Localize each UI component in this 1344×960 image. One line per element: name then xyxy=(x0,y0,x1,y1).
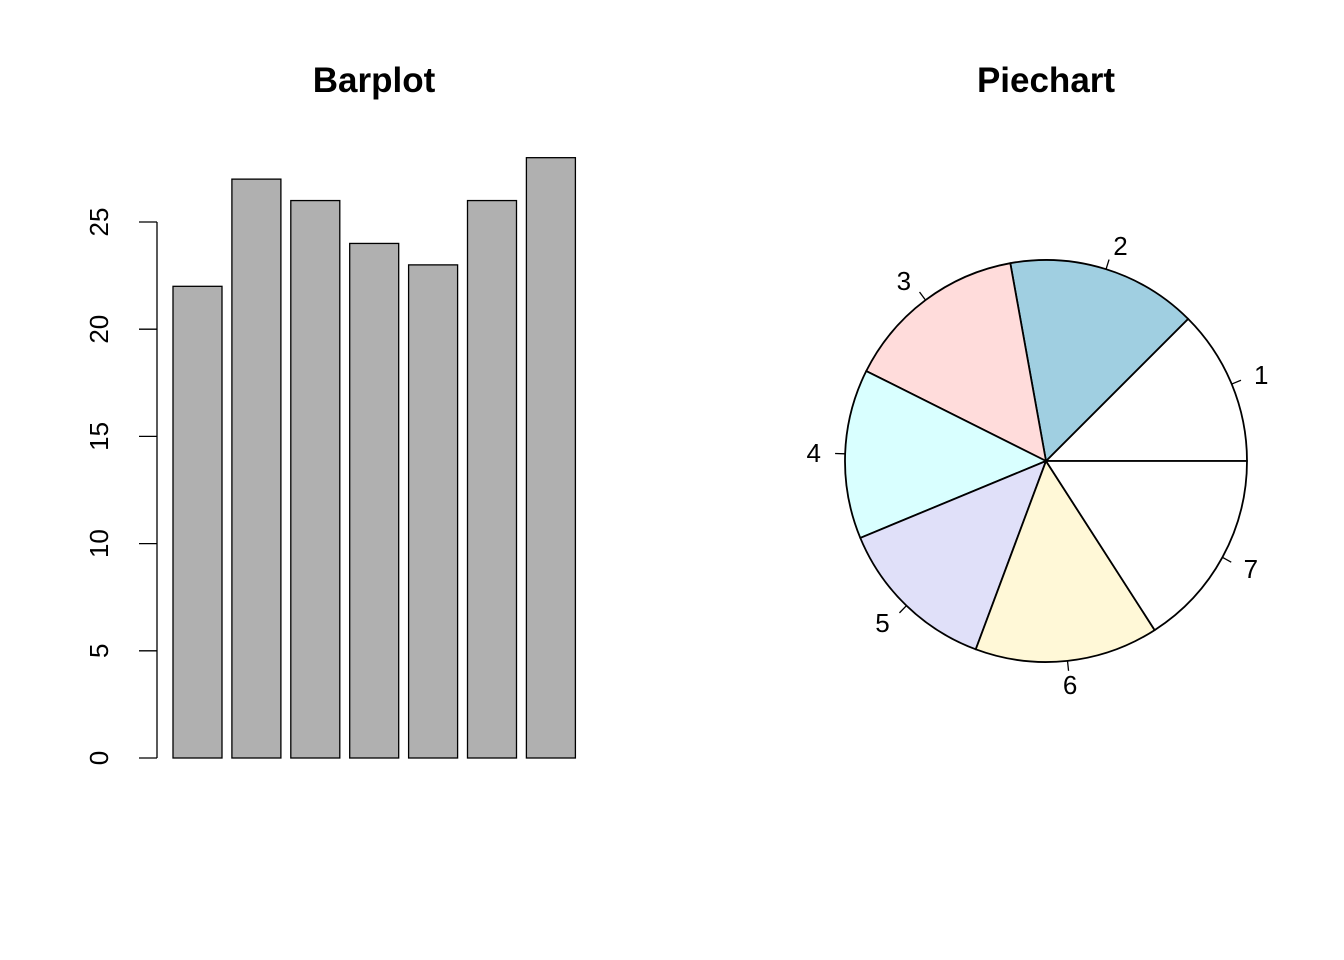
bar xyxy=(231,178,282,759)
y-tick-label: 5 xyxy=(84,644,114,658)
pie-slice-label: 1 xyxy=(1254,360,1268,390)
pie-label-tick xyxy=(1231,379,1242,385)
pie-label-tick xyxy=(1066,660,1070,671)
barplot-panel: Barplot 0 5 10 15 20 25 xyxy=(84,61,577,765)
bar xyxy=(349,242,400,759)
pie-slice xyxy=(1045,460,1248,631)
bar xyxy=(407,264,459,759)
pie-label-tick xyxy=(1105,259,1110,270)
piechart-labels: 1 2 3 4 5 6 7 xyxy=(807,231,1269,700)
pie-slice-label: 7 xyxy=(1244,554,1258,584)
pie-slice xyxy=(1009,259,1190,462)
pie-label-tick xyxy=(919,291,927,301)
bar xyxy=(525,157,577,759)
y-tick-label: 10 xyxy=(84,529,114,558)
piechart-slices xyxy=(844,259,1248,663)
y-tick-label: 20 xyxy=(84,315,114,344)
bar xyxy=(172,285,223,759)
pie-slice-label: 3 xyxy=(897,266,911,296)
pie-slice-label: 2 xyxy=(1113,231,1127,261)
barplot-y-axis: 0 5 10 15 20 25 xyxy=(84,208,158,765)
bar xyxy=(290,199,341,759)
pie-slice-label: 6 xyxy=(1063,670,1077,700)
y-tick-label: 0 xyxy=(84,751,114,765)
pie-slice-label: 4 xyxy=(807,438,821,468)
pie-slice-label: 5 xyxy=(875,608,889,638)
pie-slice xyxy=(844,370,1047,539)
pie-label-tick xyxy=(898,605,907,614)
y-tick-label: 15 xyxy=(84,422,114,451)
piechart-panel: Piechart 1 2 3 4 5 6 7 xyxy=(807,61,1269,700)
pie-label-tick xyxy=(1222,556,1232,563)
barplot-title: Barplot xyxy=(313,61,436,100)
y-tick-label: 25 xyxy=(84,208,114,237)
bar xyxy=(466,199,518,759)
barplot-bars xyxy=(172,157,577,759)
piechart-title: Piechart xyxy=(977,61,1115,100)
